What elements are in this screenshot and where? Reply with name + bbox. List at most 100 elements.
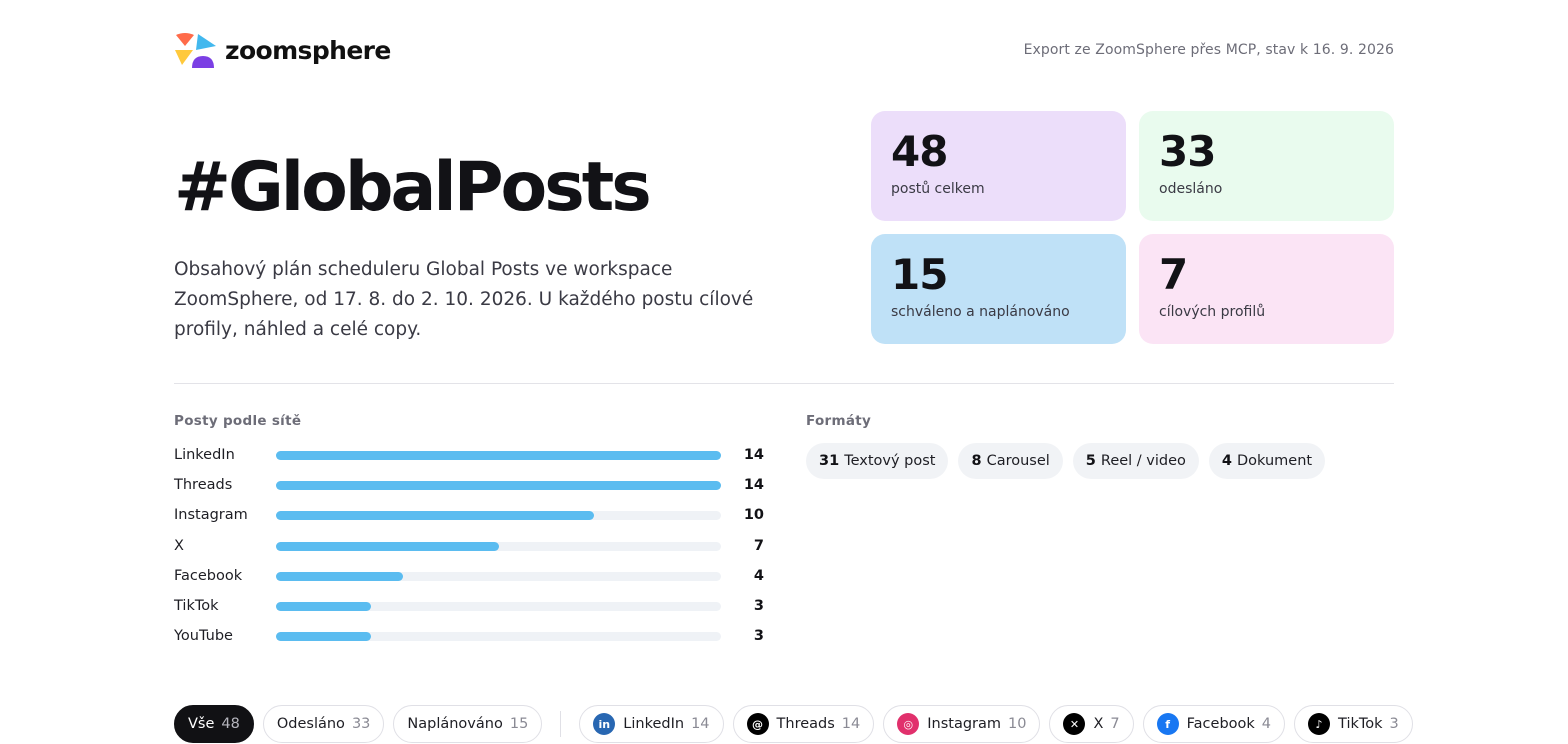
kpi-value: 15 [891,250,948,299]
filter-label: TikTok [1338,716,1383,732]
network-bar-track [276,571,721,581]
network-bar-track [276,511,721,521]
network-name: LinkedIn [174,447,235,463]
kpi-card-scheduled: 15 schváleno a naplánováno [871,234,1126,344]
kpi-label: odesláno [1159,181,1223,197]
network-bar [276,481,721,491]
filter-label: Instagram [927,716,1002,732]
network-count: 14 [743,477,764,494]
facebook-icon: f [1156,713,1179,735]
threads-icon: @ [746,713,769,735]
instagram-icon: ◎ [897,713,920,735]
format-label: Reel / video [1100,453,1186,469]
network-row-threads: Threads 14 [174,474,764,496]
filter-label: LinkedIn [623,716,685,732]
filter-label: Threads [776,716,835,732]
kpi-card-target-profiles: 7 cílových profilů [1139,234,1394,344]
format-chip: 5 Reel / video [1072,443,1199,479]
network-bar-track [276,541,721,551]
network-name: TikTok [174,598,219,614]
network-bar [276,511,594,521]
network-bar-track [276,481,721,491]
linkedin-icon: in [593,713,616,735]
page-description: Obsahový plán scheduleru Global Posts ve… [174,259,754,340]
network-bar [276,632,371,642]
networks-section-title: Posty podle sítě [174,413,302,429]
header: zoomsphere Export ze ZoomSphere přes MCP… [174,32,1394,72]
kpi-label: cílových profilů [1159,304,1266,320]
format-count: 31 [819,453,840,469]
format-chip: 4 Dokument [1208,443,1326,479]
filter-label: Naplánováno [407,716,503,732]
filter-count: 10 [1008,716,1027,732]
network-bar-track [276,451,721,460]
network-row-instagram: Instagram 10 [174,504,764,526]
filter-count: 33 [351,716,371,732]
tiktok-icon: ♪ [1308,713,1331,735]
export-note: Export ze ZoomSphere přes MCP, stav k 16… [1023,42,1394,58]
network-count: 14 [743,447,764,463]
network-count: 4 [753,567,764,584]
filter-bar: Vše 48 Odesláno 33 Naplánováno 15 in LinkedIn 14… [174,704,1413,744]
format-label: Dokument [1237,453,1313,469]
filter-chip-threads[interactable]: @ Threads 14 [732,705,875,743]
zoomsphere-logo-icon [174,32,218,68]
network-count: 3 [753,598,764,614]
network-bar [276,451,721,460]
format-label: Carousel [986,453,1050,469]
format-count: 8 [971,453,982,469]
filter-label: Odesláno [276,716,345,732]
kpi-card-sent: 33 odesláno [1139,111,1394,221]
page-title: #GlobalPosts [174,148,652,227]
filter-chip-facebook[interactable]: f Facebook 4 [1142,705,1286,743]
kpi-value: 48 [891,127,948,176]
filter-count: 48 [221,716,240,732]
network-bar [276,571,403,581]
filter-chip-linkedin[interactable]: in LinkedIn 14 [579,705,724,743]
filter-chip-vše[interactable]: Vše 48 [174,705,254,743]
network-row-youtube: YouTube 3 [174,625,764,647]
kpi-value: 33 [1159,127,1216,176]
filter-count: 14 [841,716,861,732]
formats-list: 31 Textový post 8 Carousel 5 Reel / video 4 Dok… [806,443,1326,479]
filter-count: 7 [1110,716,1120,732]
format-chip: 31 Textový post [806,443,949,479]
x-icon: ✕ [1063,713,1086,735]
filter-count: 4 [1261,716,1272,732]
brand-logo[interactable]: zoomsphere [174,32,391,68]
network-bar [276,541,499,551]
network-name: Facebook [174,567,243,584]
filter-label: X [1093,716,1104,732]
network-bar [276,602,371,611]
format-count: 5 [1085,453,1096,469]
kpi-label: schváleno a naplánováno [891,304,1070,320]
section-divider [174,383,1394,384]
filter-separator [560,711,562,737]
network-name: Threads [174,477,233,494]
network-count: 10 [743,507,764,524]
formats-section-title: Formáty [806,413,872,429]
filter-count: 14 [691,716,710,732]
network-row-facebook: Facebook 4 [174,565,764,587]
filter-chip-naplánováno[interactable]: Naplánováno 15 [393,705,543,743]
network-bar-track [276,632,721,642]
brand-name: zoomsphere [225,35,391,65]
filter-count: 3 [1389,716,1399,732]
filter-count: 15 [509,716,529,732]
kpi-label: postů celkem [891,181,985,197]
filter-chip-x[interactable]: ✕ X 7 [1049,705,1134,743]
filter-chip-odesláno[interactable]: Odesláno 33 [262,705,385,743]
network-bar-track [276,602,721,611]
format-chip: 8 Carousel [958,443,1063,479]
kpi-value: 7 [1159,250,1188,299]
network-count: 3 [753,628,764,645]
filter-chip-tiktok[interactable]: ♪ TikTok 3 [1294,705,1413,743]
network-row-tiktok: TikTok 3 [174,595,764,617]
network-row-linkedin: LinkedIn 14 [174,444,764,466]
network-name: X [174,537,184,554]
format-count: 4 [1221,453,1232,469]
filter-label: Facebook [1186,716,1255,732]
filter-chip-instagram[interactable]: ◎ Instagram 10 [883,705,1041,743]
network-name: YouTube [174,628,233,645]
